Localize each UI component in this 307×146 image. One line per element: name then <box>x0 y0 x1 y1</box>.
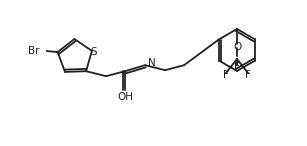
Text: Br: Br <box>28 46 40 56</box>
Text: F: F <box>245 70 251 80</box>
Text: N: N <box>148 58 156 68</box>
Text: F: F <box>234 62 240 72</box>
Text: OH: OH <box>117 92 133 102</box>
Text: F: F <box>223 70 229 80</box>
Text: O: O <box>233 42 241 52</box>
Text: S: S <box>91 47 97 57</box>
